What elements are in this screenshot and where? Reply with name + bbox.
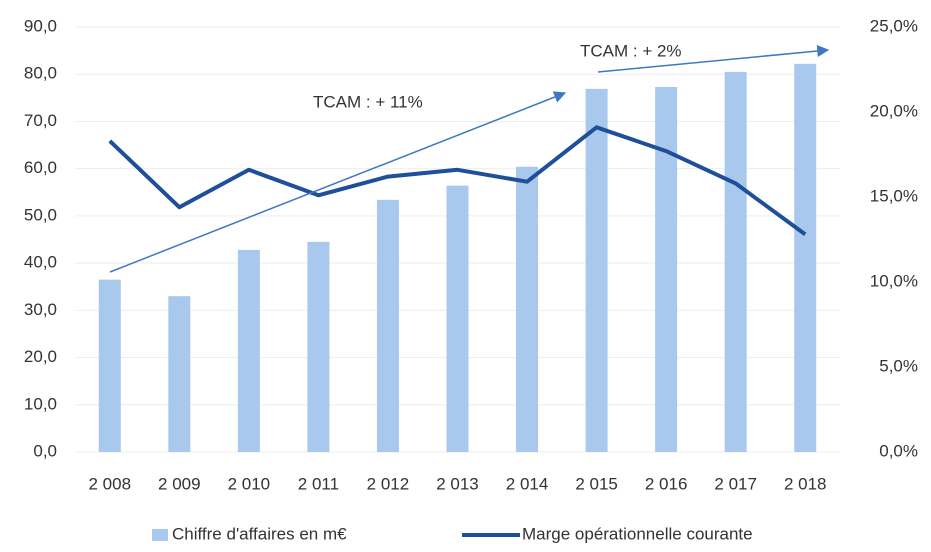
y2-tick-label: 10,0%	[870, 271, 918, 290]
x-tick-label: 2 016	[645, 474, 688, 493]
x-tick-label: 2 018	[784, 474, 827, 493]
line	[108, 125, 807, 237]
x-tick-label: 2 015	[575, 474, 618, 493]
bar	[446, 185, 469, 452]
annotation: TCAM : + 11%	[313, 92, 423, 111]
y2-tick-label: 15,0%	[870, 186, 918, 205]
bar	[516, 166, 539, 452]
y-tick-label: 80,0	[24, 64, 57, 83]
y-tick-label: 30,0	[24, 300, 57, 319]
x-tick-label: 2 008	[88, 474, 131, 493]
y2-tick-label: 0,0%	[879, 441, 918, 460]
annotation-arrow	[597, 45, 830, 73]
y2-tick-label: 5,0%	[879, 356, 918, 375]
y-tick-label: 50,0	[24, 205, 57, 224]
y2-tick-label: 25,0%	[870, 16, 918, 35]
x-tick-label: 2 017	[714, 474, 757, 493]
annotation: TCAM : + 2%	[580, 41, 682, 60]
annotation-arrow	[109, 91, 567, 273]
x-tick-label: 2 010	[228, 474, 271, 493]
x-tick-label: 2 009	[158, 474, 201, 493]
x-tick-label: 2 014	[506, 474, 549, 493]
legend-label: Marge opérationnelle courante	[522, 524, 753, 543]
legend-swatch	[152, 529, 168, 541]
bar	[237, 249, 260, 452]
x-tick-label: 2 011	[298, 474, 339, 493]
y-tick-label: 10,0	[24, 394, 57, 413]
bar	[376, 199, 399, 452]
bar	[794, 63, 817, 452]
bar	[98, 279, 121, 452]
x-tick-label: 2 013	[436, 474, 479, 493]
y-tick-label: 20,0	[24, 347, 57, 366]
y-tick-label: 90,0	[24, 16, 57, 35]
y-tick-label: 0,0	[33, 441, 57, 460]
y2-tick-label: 20,0%	[870, 101, 918, 120]
y-tick-label: 70,0	[24, 111, 57, 130]
bar	[585, 88, 608, 452]
legend-label: Chiffre d'affaires en m€	[172, 524, 347, 543]
bar	[307, 241, 330, 452]
y-tick-label: 40,0	[24, 253, 57, 272]
y-tick-label: 60,0	[24, 158, 57, 177]
x-tick-label: 2 012	[367, 474, 410, 493]
bar	[724, 71, 747, 452]
bar	[655, 86, 678, 452]
bar	[168, 296, 191, 452]
